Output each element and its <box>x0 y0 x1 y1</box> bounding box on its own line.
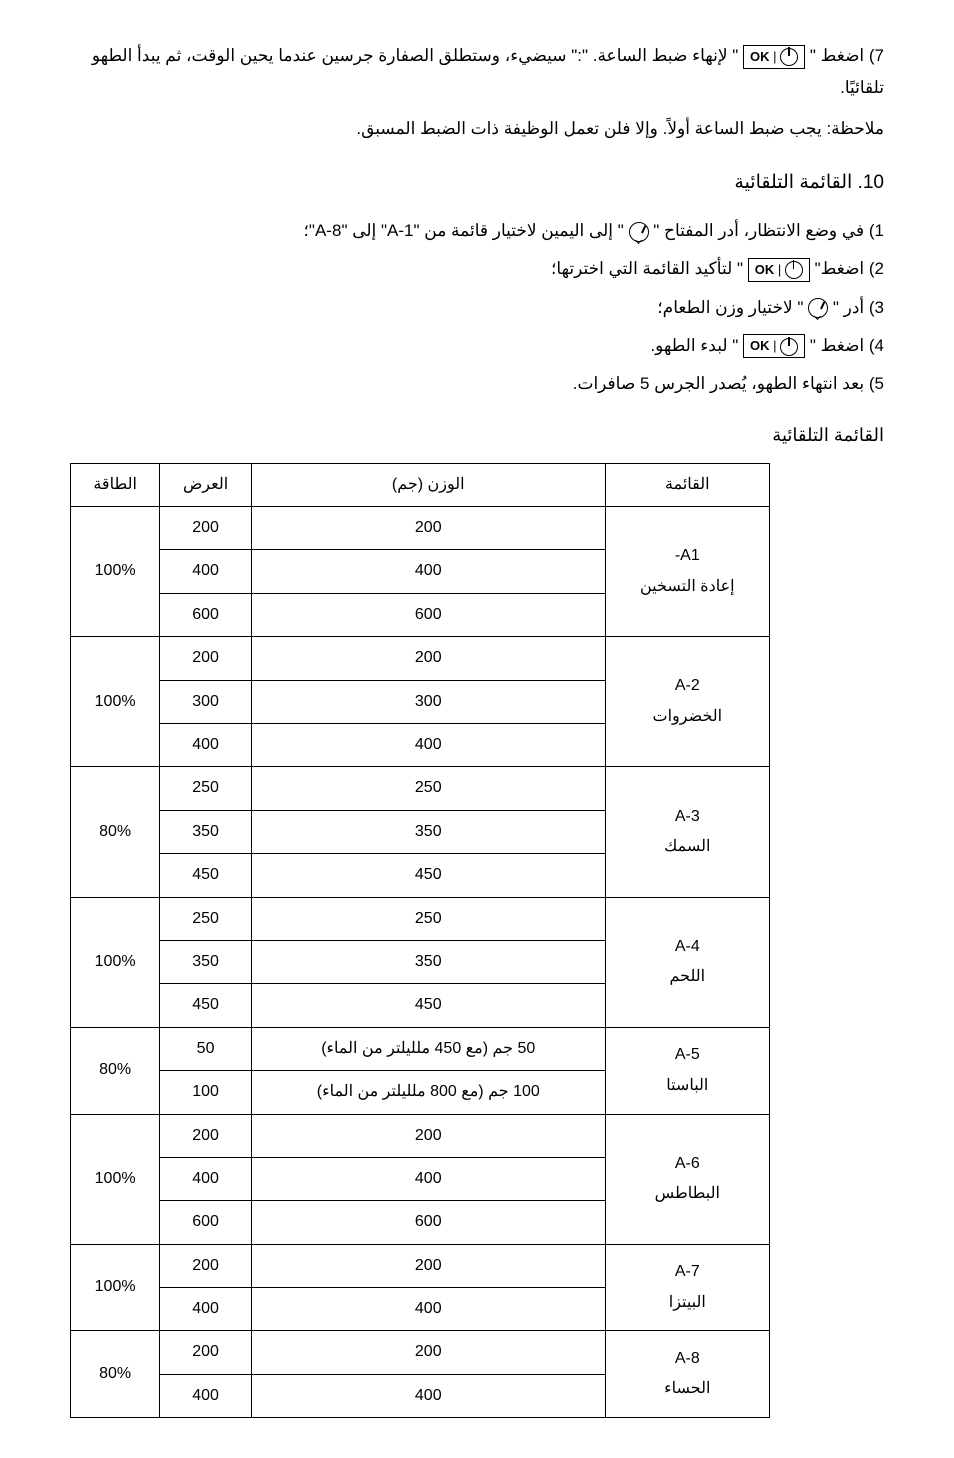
note-text: ملاحظة: يجب ضبط الساعة أولاً. وإلا فلن ت… <box>70 113 884 145</box>
table-row: A-8الحساء 200 200 80% <box>71 1331 770 1374</box>
table-row: A-2الخضروات 200 200 100% <box>71 637 770 680</box>
menu-cell: A-5الباستا <box>605 1027 769 1114</box>
menu-cell: A-3السمك <box>605 767 769 897</box>
table-row: A1-إعادة التسخين 200 200 100% <box>71 507 770 550</box>
menu-cell: A-8الحساء <box>605 1331 769 1418</box>
step-7-num: 7) <box>869 46 884 65</box>
power-icon <box>780 48 798 66</box>
substep-2-pre: اضغط" <box>810 259 864 278</box>
table-row: A-7البيتزا 200 200 100% <box>71 1244 770 1287</box>
substep-3-post: " لاختيار وزن الطعام؛ <box>657 298 803 317</box>
substep-3: 3) أدر " " لاختيار وزن الطعام؛ <box>70 292 884 324</box>
th-weight: الوزن (جم) <box>251 463 605 506</box>
substep-2: 2) اضغط" OK | " لتأكيد القائمة التي اختر… <box>70 253 884 285</box>
th-display: العرض <box>160 463 252 506</box>
substep-5: 5) بعد انتهاء الطهو، يُصدر الجرس 5 صافرا… <box>70 368 884 400</box>
ok-power-button: OK | <box>743 45 805 69</box>
substep-1-num: 1) <box>869 221 884 240</box>
menu-cell: A-2الخضروات <box>605 637 769 767</box>
substep-4-num: 4) <box>869 336 884 355</box>
table-row: A-3السمك 250 250 80% <box>71 767 770 810</box>
knob-icon <box>629 222 649 242</box>
th-power: الطاقة <box>71 463 160 506</box>
substep-1-pre: في وضع الانتظار، أدر المفتاح " <box>649 221 865 240</box>
step-7-pre: اضغط " <box>805 46 864 65</box>
table-header-row: القائمة الوزن (جم) العرض الطاقة <box>71 463 770 506</box>
substep-1: 1) في وضع الانتظار، أدر المفتاح " " إلى … <box>70 215 884 247</box>
substep-1-post: " إلى اليمين لاختيار قائمة من "A-1" إلى … <box>304 221 624 240</box>
ok-power-button: OK | <box>743 334 805 358</box>
substep-5-num: 5) <box>869 374 884 393</box>
ok-power-button: OK | <box>748 258 810 282</box>
menu-cell: A-6البطاطس <box>605 1114 769 1244</box>
auto-menu-table: القائمة الوزن (جم) العرض الطاقة A1-إعادة… <box>70 463 770 1419</box>
substep-4-pre: اضغط " <box>805 336 864 355</box>
table-row: A-4اللحم 250 250 100% <box>71 897 770 940</box>
table-row: A-6البطاطس 200 200 100% <box>71 1114 770 1157</box>
substep-5-text: بعد انتهاء الطهو، يُصدر الجرس 5 صافرات. <box>573 374 864 393</box>
table-title: القائمة التلقائية <box>70 418 884 452</box>
menu-cell: A1-إعادة التسخين <box>605 507 769 637</box>
substep-4-post: " لبدء الطهو. <box>650 336 738 355</box>
step-7: 7) اضغط " OK | " لإنهاء ضبط الساعة. ":" … <box>70 40 884 105</box>
power-icon <box>780 338 798 356</box>
knob-icon <box>808 298 828 318</box>
section-10-heading: 10. القائمة التلقائية <box>70 165 884 201</box>
substep-2-num: 2) <box>869 259 884 278</box>
substep-4: 4) اضغط " OK | " لبدء الطهو. <box>70 330 884 362</box>
menu-cell: A-4اللحم <box>605 897 769 1027</box>
menu-cell: A-7البيتزا <box>605 1244 769 1331</box>
th-menu: القائمة <box>605 463 769 506</box>
substep-2-post: " لتأكيد القائمة التي اخترتها؛ <box>551 259 743 278</box>
substep-3-num: 3) <box>869 298 884 317</box>
power-icon <box>785 261 803 279</box>
substep-3-pre: أدر " <box>828 298 864 317</box>
table-row: A-5الباستا 50 جم (مع 450 ملليلتر من الما… <box>71 1027 770 1070</box>
